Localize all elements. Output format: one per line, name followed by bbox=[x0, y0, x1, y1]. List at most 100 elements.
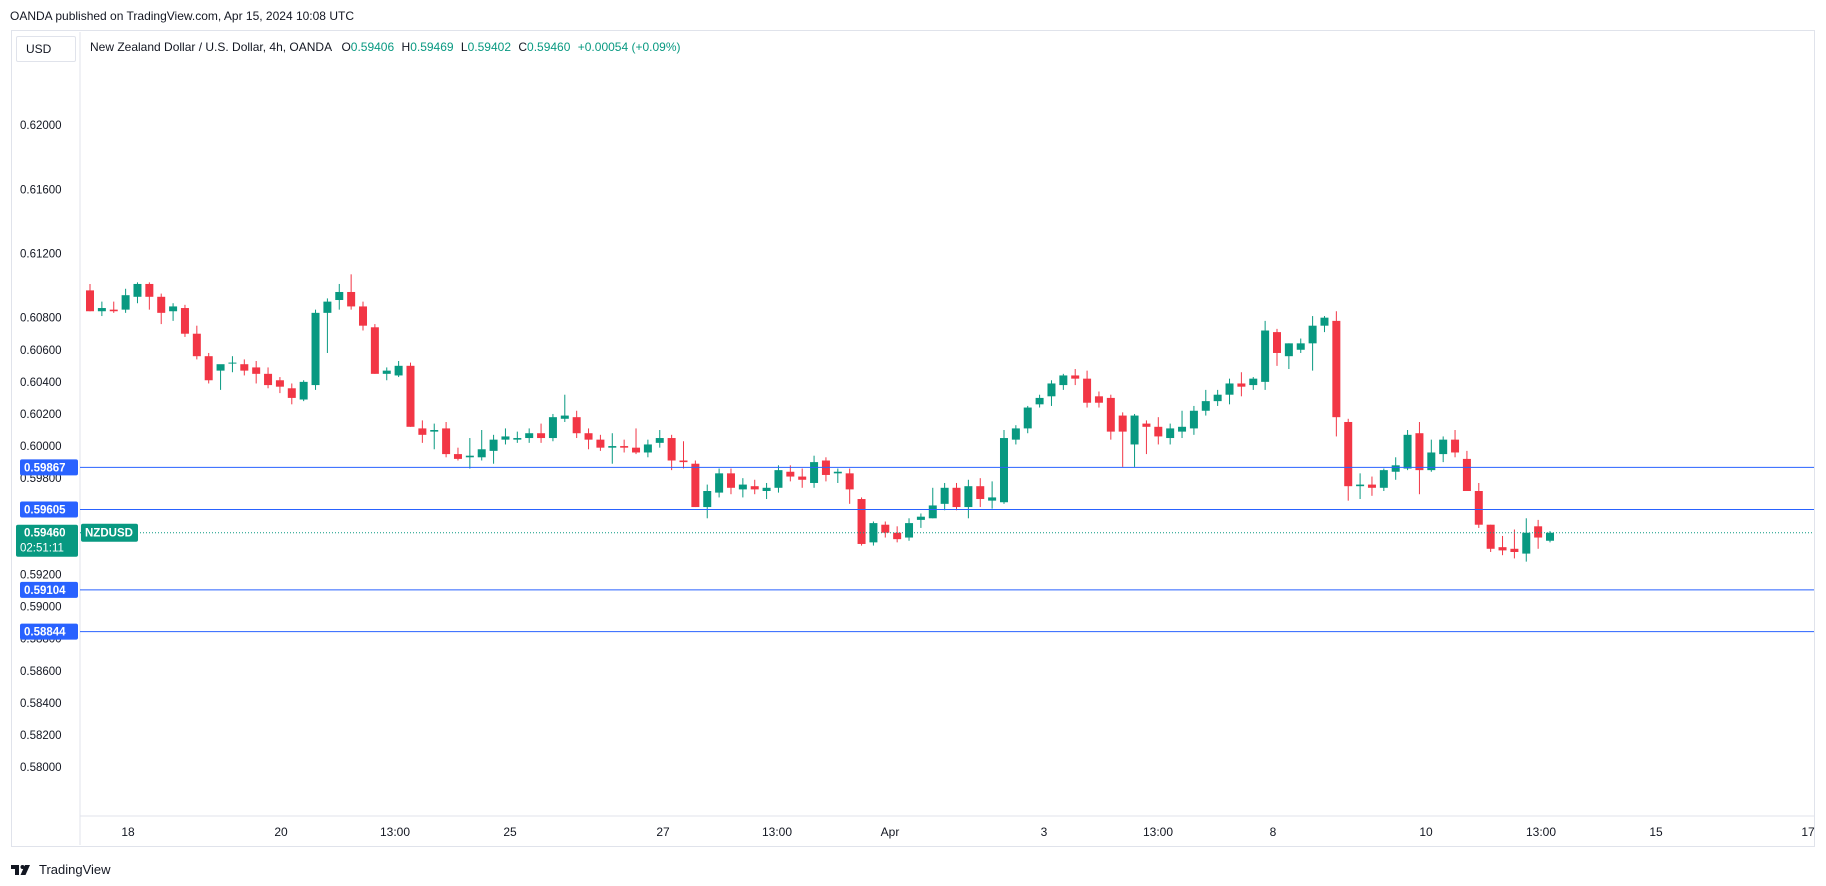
x-tick-label: 13:00 bbox=[380, 825, 410, 839]
candle bbox=[726, 468, 735, 495]
candle bbox=[252, 360, 261, 384]
candle bbox=[1439, 436, 1448, 463]
candle-body bbox=[1189, 410, 1198, 429]
candle-body bbox=[703, 491, 712, 508]
candle-body bbox=[715, 473, 724, 493]
candle-body bbox=[620, 446, 629, 448]
candle-body bbox=[1023, 407, 1032, 429]
candle-body bbox=[1225, 383, 1234, 395]
candle-body bbox=[477, 449, 486, 458]
published-caption: OANDA published on TradingView.com, Apr … bbox=[10, 9, 354, 23]
legend-low-value: 0.59402 bbox=[467, 40, 511, 54]
candle-body bbox=[1498, 547, 1507, 551]
x-tick-label: 27 bbox=[656, 825, 670, 839]
candle-body bbox=[335, 291, 344, 301]
candle-body bbox=[323, 301, 332, 313]
candle bbox=[964, 479, 973, 519]
candle-body bbox=[299, 381, 308, 400]
candle-body bbox=[1427, 452, 1436, 471]
candle-body bbox=[1130, 415, 1139, 445]
candle-body bbox=[916, 516, 925, 520]
candle bbox=[1462, 450, 1471, 492]
candle-body bbox=[418, 428, 427, 435]
horizontal-levels[interactable]: 0.59867 0.59605 0.59104 0.58844 bbox=[20, 459, 1814, 640]
candle-body bbox=[382, 370, 391, 374]
candle bbox=[370, 324, 379, 374]
candle-body bbox=[1379, 470, 1388, 488]
candle bbox=[715, 468, 724, 498]
time-axis[interactable]: 18 20 13:00 25 27 13:00 Apr 3 13:00 8 10 13:00 15 17 bbox=[121, 825, 1815, 839]
legend-symbol[interactable]: New Zealand Dollar / U.S. Dollar, 4h, OA… bbox=[90, 40, 333, 54]
candle-body bbox=[204, 356, 213, 381]
x-tick-label: 13:00 bbox=[762, 825, 792, 839]
x-tick-label: 3 bbox=[1041, 825, 1048, 839]
candle-body bbox=[667, 438, 676, 461]
level-price-text: 0.59605 bbox=[24, 504, 66, 516]
candle-body bbox=[774, 470, 783, 488]
candle bbox=[1023, 405, 1032, 434]
candle-body bbox=[750, 486, 759, 490]
level-line[interactable]: 0.58844 bbox=[20, 623, 1814, 640]
candle bbox=[679, 441, 688, 469]
candle bbox=[1178, 410, 1187, 439]
level-line[interactable]: 0.59867 bbox=[20, 459, 1814, 476]
price-axis[interactable]: 0.62000 0.61600 0.61200 0.60800 0.60600 0.604… bbox=[20, 120, 62, 774]
candle-body bbox=[1403, 434, 1412, 469]
candle-body bbox=[905, 523, 914, 538]
candle bbox=[169, 303, 178, 321]
candle bbox=[1189, 405, 1198, 435]
level-price-text: 0.59867 bbox=[24, 462, 66, 474]
legend-close-value: 0.59460 bbox=[527, 40, 571, 54]
candle-body bbox=[145, 283, 154, 297]
candle-body bbox=[738, 484, 747, 490]
candle-body bbox=[833, 471, 842, 474]
candle bbox=[86, 283, 94, 312]
candle-body bbox=[655, 438, 664, 443]
candle-body bbox=[1462, 458, 1471, 492]
candle bbox=[833, 468, 842, 483]
candle-body bbox=[311, 312, 320, 386]
candle bbox=[465, 438, 474, 469]
bar-countdown: 02:51:11 bbox=[20, 543, 64, 555]
level-line[interactable]: 0.59104 bbox=[20, 581, 1814, 598]
candle-body bbox=[347, 291, 356, 307]
symbol-tag-text: NZDUSD bbox=[85, 528, 133, 540]
candle bbox=[976, 478, 985, 508]
candle-body bbox=[465, 455, 474, 458]
candle bbox=[1106, 394, 1115, 440]
candle bbox=[596, 434, 605, 451]
candle-body bbox=[430, 430, 439, 432]
candle-body bbox=[893, 532, 902, 540]
candle-body bbox=[1367, 484, 1376, 488]
candle-body bbox=[857, 499, 866, 544]
candle-body bbox=[359, 306, 368, 326]
candle bbox=[537, 423, 546, 443]
candle bbox=[916, 513, 925, 528]
level-price-tag bbox=[20, 501, 78, 518]
candle bbox=[1094, 391, 1103, 408]
currency-button[interactable]: USD bbox=[16, 36, 76, 62]
x-tick-label: 17 bbox=[1801, 825, 1815, 839]
tradingview-brand[interactable]: TradingView bbox=[11, 862, 111, 877]
y-tick-label: 0.59000 bbox=[20, 602, 62, 614]
candle-body bbox=[572, 417, 581, 434]
level-line[interactable]: 0.59605 bbox=[20, 501, 1814, 518]
candle bbox=[560, 394, 569, 422]
candle bbox=[1415, 421, 1424, 495]
x-tick-label: 15 bbox=[1649, 825, 1663, 839]
candle bbox=[655, 430, 664, 448]
x-tick-label: 20 bbox=[274, 825, 288, 839]
candle bbox=[691, 460, 700, 508]
candle bbox=[1130, 413, 1139, 467]
y-tick-label: 0.58000 bbox=[20, 762, 62, 774]
chart-frame bbox=[11, 30, 1815, 847]
chart-legend: New Zealand Dollar / U.S. Dollar, 4h, OA… bbox=[90, 40, 685, 54]
candle-body bbox=[596, 439, 605, 448]
candle bbox=[513, 431, 522, 443]
level-price-tag bbox=[20, 623, 78, 640]
candle-body bbox=[86, 290, 94, 312]
candle-body bbox=[1546, 532, 1555, 541]
candle-body bbox=[287, 388, 296, 398]
candle-body bbox=[1249, 378, 1258, 386]
